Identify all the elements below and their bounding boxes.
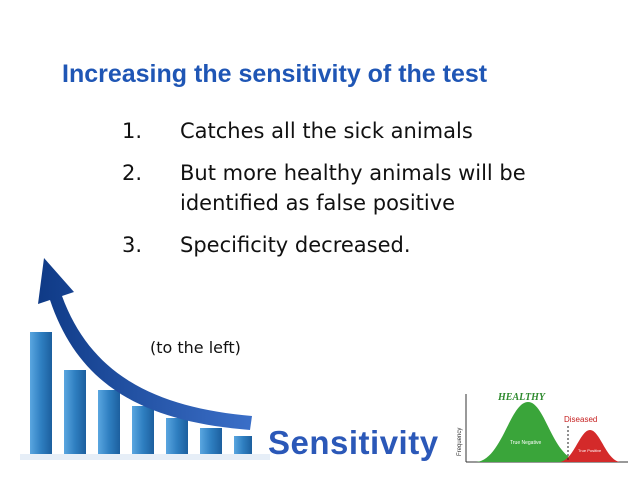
healthy-label: HEALTHY bbox=[497, 392, 546, 403]
list-item-number: 3. bbox=[122, 233, 143, 257]
list-item-number: 1. bbox=[122, 119, 143, 143]
diseased-curve bbox=[560, 430, 620, 462]
list-item: 2. But more healthy animals will be iden… bbox=[122, 158, 622, 218]
bar bbox=[64, 370, 86, 454]
numbered-list: 1. Catches all the sick animals 2. But m… bbox=[122, 116, 622, 272]
distribution-figure: Frequency HEALTHY Diseased True Negative… bbox=[452, 386, 632, 468]
true-negative-label: True Negative bbox=[510, 440, 541, 446]
bar bbox=[166, 418, 188, 454]
bar bbox=[30, 332, 52, 454]
true-positive-label: True Positive bbox=[578, 448, 602, 453]
healthy-curve bbox=[476, 402, 582, 462]
slide-title: Increasing the sensitivity of the test bbox=[62, 60, 488, 88]
list-item: 3. Specificity decreased. bbox=[122, 230, 622, 260]
bar bbox=[234, 436, 252, 454]
floor-reflection bbox=[20, 454, 270, 460]
list-item-text: Specificity decreased. bbox=[180, 233, 411, 257]
note-text: (to the left) bbox=[150, 338, 241, 357]
list-item-text: But more healthy animals will be identif… bbox=[180, 161, 526, 215]
axis-label: Frequency bbox=[457, 428, 463, 456]
sensitivity-word: Sensitivity bbox=[268, 424, 439, 461]
bar-group bbox=[20, 332, 270, 460]
list-item-number: 2. bbox=[122, 161, 143, 185]
bar bbox=[98, 390, 120, 454]
list-item: 1. Catches all the sick animals bbox=[122, 116, 622, 146]
diseased-label: Diseased bbox=[564, 415, 597, 424]
bar bbox=[132, 406, 154, 454]
curved-arrow-icon bbox=[38, 258, 252, 430]
sensitivity-graphic bbox=[20, 258, 270, 460]
bar bbox=[200, 428, 222, 454]
list-item-text: Catches all the sick animals bbox=[180, 119, 473, 143]
